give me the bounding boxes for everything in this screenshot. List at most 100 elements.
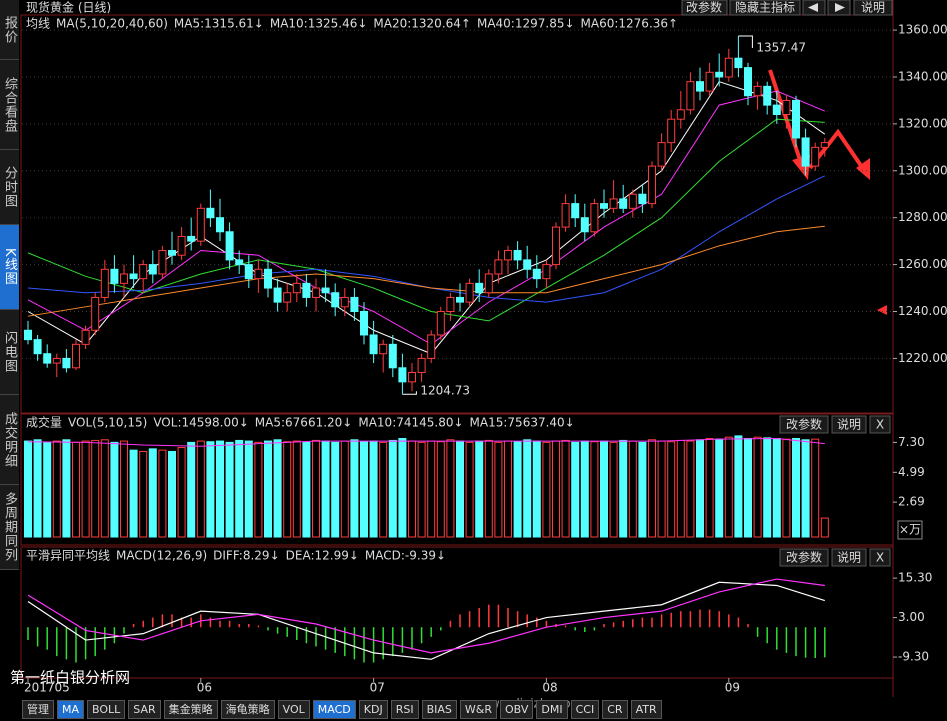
indicator-tab[interactable]: CR — [602, 700, 628, 719]
volume-bar — [676, 439, 685, 538]
volume-bar — [52, 440, 61, 538]
indicator-tab[interactable]: DMI — [536, 700, 568, 719]
indicator-tab[interactable]: KDJ — [358, 700, 388, 719]
indicator-tabs: 管理 MA BOLL SAR 集金策略 海龟策略 VOL MACD KDJ RSI BIAS W&R O… — [22, 700, 662, 719]
side-tab[interactable]: 报价 — [0, 0, 19, 60]
indicator-tab[interactable]: MA — [57, 700, 85, 719]
volume-bar — [494, 441, 503, 538]
volume-bar — [312, 439, 320, 538]
candle-body — [686, 81, 695, 111]
candle-body — [369, 334, 378, 355]
candle-body — [312, 287, 320, 298]
candle-body — [43, 353, 52, 364]
side-tab[interactable]: 多周期同列 — [0, 485, 19, 570]
candle-body — [235, 259, 244, 266]
button-label[interactable]: X — [876, 418, 884, 432]
indicator-tab[interactable]: RSI — [390, 700, 419, 719]
price-panel — [20, 14, 894, 414]
candle-body — [657, 142, 666, 167]
candle-body — [513, 250, 522, 261]
candle-body — [388, 343, 397, 369]
volume-bar — [638, 441, 647, 538]
right-arrow-icon[interactable] — [835, 3, 845, 12]
button-label[interactable]: 改参数 — [786, 417, 822, 432]
indicator-line — [27, 118, 825, 322]
volume-bar — [715, 438, 724, 538]
candle-body — [292, 282, 301, 294]
indicator-tab[interactable]: SAR — [128, 700, 161, 719]
volume-unit: ×万 — [899, 523, 921, 537]
indicator-tab[interactable]: MACD — [312, 700, 356, 719]
candle-body — [120, 273, 128, 284]
button-label[interactable]: 改参数 — [786, 550, 822, 565]
unit-box — [897, 520, 923, 540]
button-label[interactable]: 说明 — [837, 417, 861, 432]
candle-body — [590, 203, 599, 233]
candle-body — [91, 296, 100, 331]
volume-bar — [696, 439, 704, 538]
y-tick-label: -9.30 — [898, 650, 929, 664]
volume-bar — [24, 440, 32, 538]
candle-body — [148, 264, 157, 275]
side-tab[interactable]: K线图 — [0, 225, 19, 310]
candle-body — [542, 264, 551, 280]
candle-body — [216, 217, 224, 233]
volume-bar — [820, 517, 829, 538]
volume-bar — [379, 441, 388, 538]
indicator-tab[interactable]: BOLL — [87, 700, 126, 719]
side-tab[interactable]: 闪电图 — [0, 310, 19, 395]
indicator-tab[interactable]: OBV — [500, 700, 534, 719]
button[interactable] — [869, 548, 891, 567]
indicator-tab[interactable]: 集金策略 — [163, 700, 218, 719]
volume-bar — [206, 441, 215, 538]
indicator-tab[interactable]: W&R — [459, 700, 497, 719]
volume-bar — [801, 439, 810, 538]
button[interactable] — [779, 415, 829, 434]
legend-text: MACD(12,26,9) — [116, 549, 207, 563]
button-label[interactable]: 隐藏主指标 — [735, 0, 795, 15]
volume-bar — [811, 438, 820, 538]
button[interactable] — [869, 415, 891, 434]
side-tab[interactable]: 成交明细 — [0, 395, 19, 485]
volume-bar — [340, 440, 349, 538]
candle-body — [561, 203, 570, 228]
indicator-tab[interactable]: BIAS — [421, 700, 457, 719]
button[interactable] — [831, 548, 867, 567]
volume-bar — [792, 437, 800, 538]
indicator-tab[interactable]: 海龟策略 — [220, 700, 275, 719]
side-tab[interactable]: 分时图 — [0, 150, 19, 225]
indicator-tab[interactable]: VOL — [277, 700, 310, 719]
indicator-tab[interactable]: ATR — [630, 700, 662, 719]
indicator-tab[interactable]: CCI — [570, 700, 600, 719]
button-label[interactable]: 改参数 — [686, 0, 722, 15]
candle-body — [609, 198, 618, 209]
side-tab[interactable]: 综合看盘 — [0, 60, 19, 150]
button-label[interactable]: 说明 — [861, 0, 885, 15]
candle-body — [33, 339, 42, 355]
button-label[interactable]: 说明 — [837, 550, 861, 565]
left-arrow-icon[interactable] — [808, 3, 818, 12]
volume-bar — [724, 436, 733, 538]
button[interactable] — [853, 0, 893, 16]
volume-bar — [456, 440, 464, 538]
volume-bar — [216, 440, 224, 538]
candle-body — [417, 357, 426, 373]
button[interactable] — [779, 548, 829, 567]
top-buttons: 改参数 隐藏主指标 说明 — [681, 0, 893, 16]
watermark: 第一纸白银分析网 — [10, 669, 130, 687]
y-tick-label: 1340.00 — [898, 69, 947, 83]
candle-body — [62, 357, 71, 369]
candle-body — [206, 207, 215, 219]
volume-bar — [139, 450, 148, 538]
candle-body — [465, 282, 474, 303]
button[interactable] — [681, 0, 728, 16]
indicator-tab[interactable]: 管理 — [22, 700, 54, 719]
button[interactable] — [831, 415, 867, 434]
button-label[interactable]: X — [876, 551, 884, 565]
volume-bar — [360, 441, 368, 538]
volume-bar — [321, 440, 330, 538]
button[interactable] — [729, 0, 801, 16]
y-tick-label: 1320.00 — [898, 116, 947, 130]
x-tick-label: 06 — [197, 681, 212, 695]
